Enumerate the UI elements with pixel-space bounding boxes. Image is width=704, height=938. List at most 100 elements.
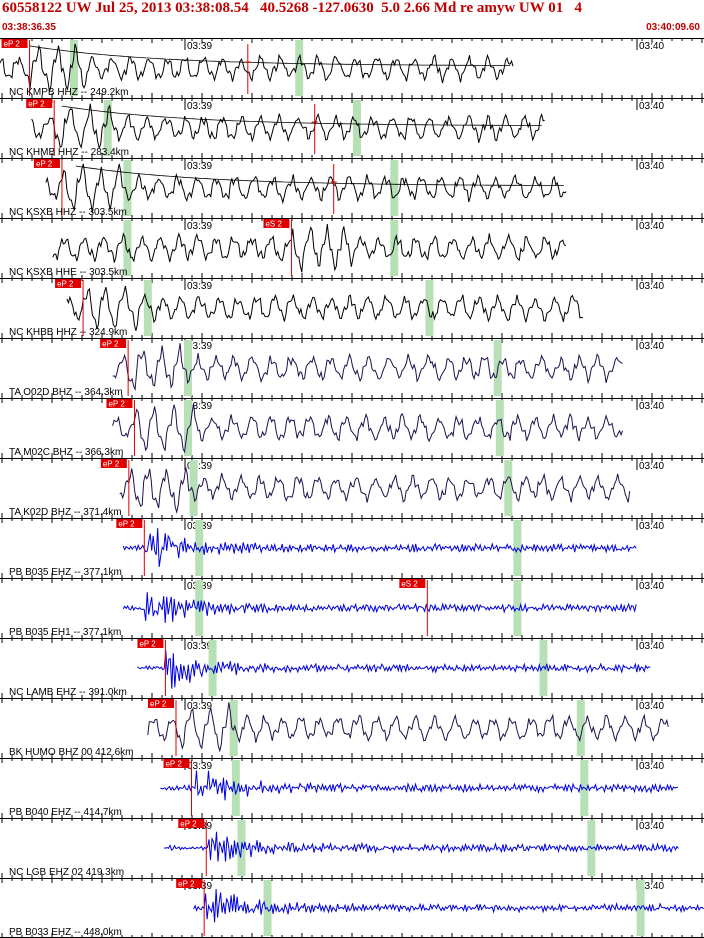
pick-box	[178, 819, 205, 828]
minute-label: 03:39	[187, 461, 212, 472]
waveform	[119, 467, 631, 514]
pick-label: eP 2	[108, 400, 125, 409]
window-band	[123, 160, 132, 216]
window-band	[208, 640, 217, 696]
window-band	[295, 40, 304, 96]
window-band	[231, 760, 240, 816]
window-band	[513, 580, 522, 636]
window-end-time: 03:40:09.60	[646, 22, 700, 33]
pick-label: eP 2	[180, 820, 197, 829]
window-band	[495, 400, 504, 456]
minute-label: 03:39	[187, 341, 212, 352]
station-label: NC KSXB HHE -- 303.5km	[9, 267, 127, 278]
station-label: NC LAMB EHZ -- 391.0km	[9, 687, 127, 698]
pick-label: eP 2	[28, 100, 45, 109]
trace-row: 03:39 03:40 eP 2 NC KMPB HHZ -- 249.2km	[0, 38, 704, 98]
trace-row: 03:39 03:40 eP 2 PB B040 EHZ -- 414.7km	[0, 758, 704, 818]
pick-label: eP 2	[57, 280, 74, 289]
window-band	[195, 520, 204, 576]
trace-row: 03:39 03:40 eP 2 TA K02D BHZ -- 371.4km	[0, 458, 704, 518]
minute-label: 03:39	[187, 281, 212, 292]
minute-label: 03:40	[639, 161, 664, 172]
trace-row: 03:39 03:40 eP 2 NC KHMB HHZ -- 283.4km	[0, 98, 704, 158]
waveform	[0, 43, 514, 92]
minute-label: 03:40	[639, 281, 664, 292]
minute-label: 03:40	[639, 881, 664, 892]
station-label: NC KSXB HHZ -- 303.5km	[9, 207, 127, 218]
minute-label: 03:40	[639, 521, 664, 532]
window-band	[123, 220, 132, 276]
pick-box	[137, 639, 164, 648]
window-band	[425, 280, 434, 336]
minute-label: 03:40	[639, 221, 664, 232]
record-header: 60558122 UW Jul 25, 2013 03:38:08.54 40.…	[0, 0, 704, 38]
minute-label: 03:39	[187, 641, 212, 652]
minute-label: 03:40	[639, 401, 664, 412]
pick-box	[116, 519, 143, 528]
window-start-time: 03:38:36.35	[2, 22, 56, 33]
trace-row: 03:39 03:40 eP 2 TA O02D BHZ -- 364.3km	[0, 338, 704, 398]
window-band	[390, 160, 399, 216]
station-label: BK HUMO BHZ 00 412.6km	[9, 747, 133, 758]
station-label: PB B035 EH1 -- 377.1km	[9, 627, 121, 638]
minute-label: 03:39	[187, 761, 212, 772]
window-band	[103, 100, 112, 156]
minute-label: 03:39	[187, 221, 212, 232]
pick-box	[148, 699, 174, 708]
minute-label: 03:40	[639, 461, 664, 472]
station-label: PB B035 EHZ -- 377.1km	[9, 567, 122, 578]
pick-box	[176, 879, 203, 888]
window-band	[352, 100, 361, 156]
window-band	[504, 460, 513, 516]
waveform	[66, 285, 584, 331]
trace-row: 03:39 03:40 eP 2 TA M02C BHZ -- 366.3km	[0, 398, 704, 458]
waveform	[122, 528, 637, 567]
pick-label: eS 2	[401, 580, 418, 589]
pick-box	[399, 579, 426, 588]
pick-box	[33, 159, 60, 168]
waveform	[147, 702, 669, 753]
pick-label: eP 2	[102, 340, 119, 349]
pick-box	[163, 759, 190, 768]
minute-label: 03:40	[639, 761, 664, 772]
pick-box	[100, 459, 127, 468]
coda-curve	[75, 165, 564, 186]
pick-label: eP 2	[36, 160, 53, 169]
pick-label: eP 2	[165, 760, 182, 769]
waveform	[193, 888, 704, 923]
pick-box	[26, 99, 53, 108]
pick-label: eP 2	[103, 460, 120, 469]
waveform	[31, 103, 545, 150]
trace-row: 03:39 03:40 eP 2 NC LAMB EHZ -- 391.0km	[0, 638, 704, 698]
minute-label: 03:40	[639, 341, 664, 352]
waveform	[45, 163, 567, 213]
coda-curve	[29, 45, 510, 66]
trace-row: 03:39 03:40 eP 2 BK HUMO BHZ 00 412.6km	[0, 698, 704, 758]
minute-label: 03:39	[187, 701, 212, 712]
waveform	[122, 592, 637, 623]
pick-box	[263, 219, 290, 228]
event-title: 60558122 UW Jul 25, 2013 03:38:08.54 40.…	[2, 0, 582, 16]
minute-label: 03:40	[639, 641, 664, 652]
pick-label: eP 2	[178, 880, 195, 889]
station-label: TA M02C BHZ -- 366.3km	[9, 447, 123, 458]
station-label: PB B033 EHZ -- 448.0km	[9, 927, 122, 938]
minute-label: 03:40	[639, 101, 664, 112]
trace-row: 03:39 03:40 eP 2 NC KHBB HHZ -- 324.9km	[0, 278, 704, 338]
minute-label: 03:39	[187, 401, 212, 412]
station-label: TA K02D BHZ -- 371.4km	[9, 507, 122, 518]
waveform	[112, 403, 624, 454]
pick-label: eP 2	[4, 40, 21, 49]
station-label: TA O02D BHZ -- 364.3km	[9, 387, 123, 398]
pick-label: eP 2	[118, 520, 135, 529]
trace-row: 03:39 03:40 eS 2 NC KSXB HHE -- 303.5km	[0, 218, 704, 278]
window-band	[143, 280, 152, 336]
waveform	[112, 343, 623, 392]
minute-label: 03:40	[639, 581, 664, 592]
station-label: NC LGB EHZ 02 419.3km	[9, 867, 124, 878]
minute-label: 03:39	[187, 101, 212, 112]
waveform	[137, 650, 651, 689]
